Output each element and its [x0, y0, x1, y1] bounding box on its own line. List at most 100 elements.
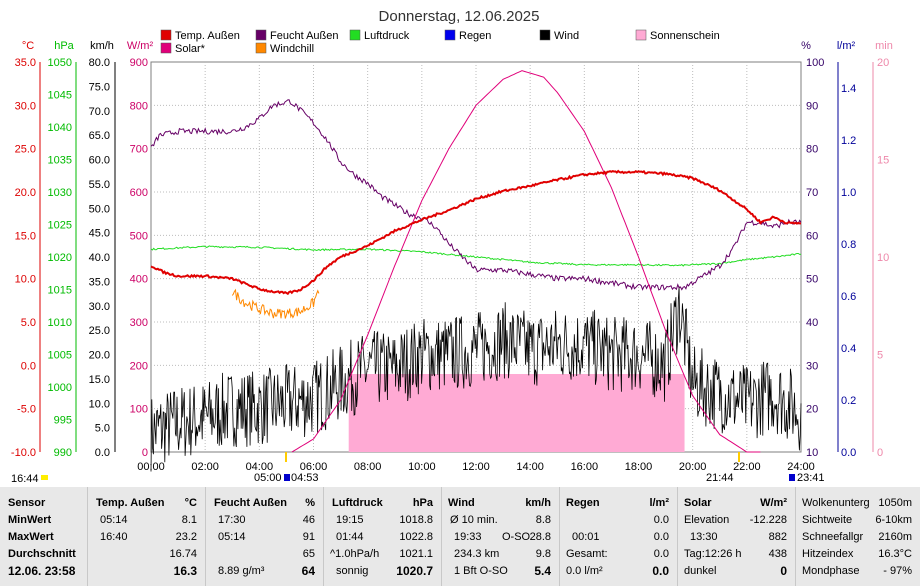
left-tick-label: 1035 — [48, 155, 72, 167]
right-tick-label: 0.4 — [841, 343, 856, 355]
sunset-time: 21:44 — [706, 472, 734, 484]
press-unit: hPa — [412, 497, 433, 509]
stats-col-rain: Regen l/m² 0.0 00:01 0.0 Gesamt: 0.0 0.0 l/… — [560, 487, 678, 586]
rain-max: 0.0 — [653, 531, 669, 543]
left-tick-label: 1040 — [48, 122, 72, 134]
press-trend: ^1.0hPa/h — [330, 548, 380, 560]
temp-current: 16.3 — [173, 564, 197, 578]
rain-total-label: Gesamt: — [566, 548, 608, 560]
legend-label: Feucht Außen — [270, 30, 339, 42]
stats-col-temp: Temp. Außen °C 05:14 8.1 16:40 23.2 16.74 1… — [88, 487, 206, 586]
right-tick-label: 60 — [806, 230, 818, 242]
rain-max-time: 00:01 — [572, 531, 600, 543]
press-max-time: 01:44 — [336, 531, 364, 543]
left-tick-label: 40.0 — [89, 252, 110, 264]
legend-label: Sonnenschein — [650, 30, 720, 42]
row-label-min: MinWert — [8, 514, 52, 526]
press-max: 1022.8 — [399, 531, 433, 543]
left-tick-label: -5.0 — [17, 404, 36, 416]
press-min-time: 19:15 — [336, 514, 364, 526]
left-tick-label: 300 — [130, 317, 148, 329]
cloudbase-label: Wolkenunterg — [802, 497, 870, 509]
stats-col-wind: Wind km/h Ø 10 min. 8.8 19:33 O-SO 28.8 234.… — [442, 487, 560, 586]
footer-right-time: 23:41 — [797, 472, 825, 484]
wind-run: 234.3 km — [454, 548, 500, 560]
legend-swatch — [255, 42, 267, 54]
rain-unit: l/m² — [649, 497, 669, 509]
legend-swatch — [444, 29, 456, 41]
rain-current: 0.0 — [652, 564, 669, 578]
legend-swatch — [539, 29, 551, 41]
left-axis-unit: km/h — [90, 40, 114, 52]
left-tick-label: 5.0 — [95, 423, 110, 435]
x-tick-label: 10:00 — [408, 461, 436, 473]
heatindex: 16.3°C — [878, 548, 912, 560]
wind-avg: 9.8 — [535, 548, 551, 560]
x-tick-label: 04:00 — [246, 461, 274, 473]
legend-swatch — [255, 29, 267, 41]
weather-chart: Donnerstag, 12.06.2025 Temp. Außen Feucht… — [11, 8, 893, 485]
legend-label: Regen — [459, 30, 491, 42]
left-tick-label: 0 — [142, 447, 148, 459]
legend-label: Solar* — [175, 43, 206, 55]
solar-series-line — [291, 70, 761, 453]
visibility-label: Sichtweite — [802, 514, 853, 526]
solar-header: Solar — [684, 497, 712, 509]
temp-min-time: 05:14 — [100, 514, 128, 526]
hum-header: Feucht Außen — [214, 497, 287, 509]
visibility: 6-10km — [875, 514, 912, 526]
hum-min: 46 — [302, 514, 315, 526]
left-tick-label: 600 — [130, 187, 148, 199]
right-tick-label: 50 — [806, 274, 818, 286]
x-footer: 16:44 05:00 04:53 21:44 23:41 — [11, 452, 825, 485]
x-tick-label: 14:00 — [516, 461, 544, 473]
right-tick-label: 1.2 — [841, 135, 856, 147]
legend-swatch — [160, 42, 172, 54]
hum-avg: 65 — [302, 548, 315, 560]
wind-max-dir: O-SO — [502, 531, 531, 543]
left-tick-label: 35.0 — [89, 276, 110, 288]
left-tick-label: 990 — [54, 447, 72, 459]
pressure-series-line — [150, 245, 802, 267]
stats-col-sensor: Sensor MinWert MaxWert Durchschnitt 12.0… — [0, 487, 88, 586]
left-tick-label: 15.0 — [15, 230, 36, 242]
moonphase: - 97% — [883, 565, 912, 577]
left-tick-label: 10.0 — [15, 274, 36, 286]
legend-label: Luftdruck — [364, 30, 410, 42]
legend-swatch — [635, 29, 647, 41]
rain-total: 0.0 — [653, 548, 669, 560]
temp-header: Temp. Außen — [96, 497, 165, 509]
left-tick-label: 30.0 — [15, 100, 36, 112]
solar-current: 0 — [780, 564, 787, 578]
right-tick-label: 20 — [806, 404, 818, 416]
x-tick-label: 02:00 — [191, 461, 219, 473]
left-axis-unit: W/m² — [127, 40, 154, 52]
right-tick-label: 10 — [806, 447, 818, 459]
heatindex-label: Hitzeindex — [802, 548, 854, 560]
stats-col-solar: Solar W/m² Elevation -12.228 13:30 882 Tag:… — [678, 487, 796, 586]
left-tick-label: 500 — [130, 230, 148, 242]
x-tick-label: 20:00 — [679, 461, 707, 473]
x-tick-label: 18:00 — [625, 461, 653, 473]
wind-unit: km/h — [525, 497, 551, 509]
wind-current: 5.4 — [534, 564, 551, 578]
left-tick-label: 200 — [130, 360, 148, 372]
stats-panel: Sensor MinWert MaxWert Durchschnitt 12.0… — [0, 487, 920, 586]
right-tick-label: 5 — [877, 350, 883, 362]
press-min: 1018.8 — [399, 514, 433, 526]
left-tick-label: 60.0 — [89, 155, 110, 167]
wind-series-line — [150, 286, 802, 472]
left-tick-label: 25.0 — [89, 325, 110, 337]
x-tick-label: 22:00 — [733, 461, 761, 473]
press-forecast: sonnig — [336, 565, 369, 577]
left-tick-label: 80.0 — [89, 57, 110, 69]
right-axis-unit: min — [875, 40, 893, 52]
left-tick-label: 50.0 — [89, 203, 110, 215]
left-axis-unit: °C — [22, 40, 34, 52]
temp-max-time: 16:40 — [100, 531, 128, 543]
legend-label: Windchill — [270, 43, 314, 55]
right-tick-label: 40 — [806, 317, 818, 329]
temp-series-line — [150, 169, 802, 296]
left-tick-label: 0.0 — [21, 360, 36, 372]
left-tick-label: 1030 — [48, 187, 72, 199]
